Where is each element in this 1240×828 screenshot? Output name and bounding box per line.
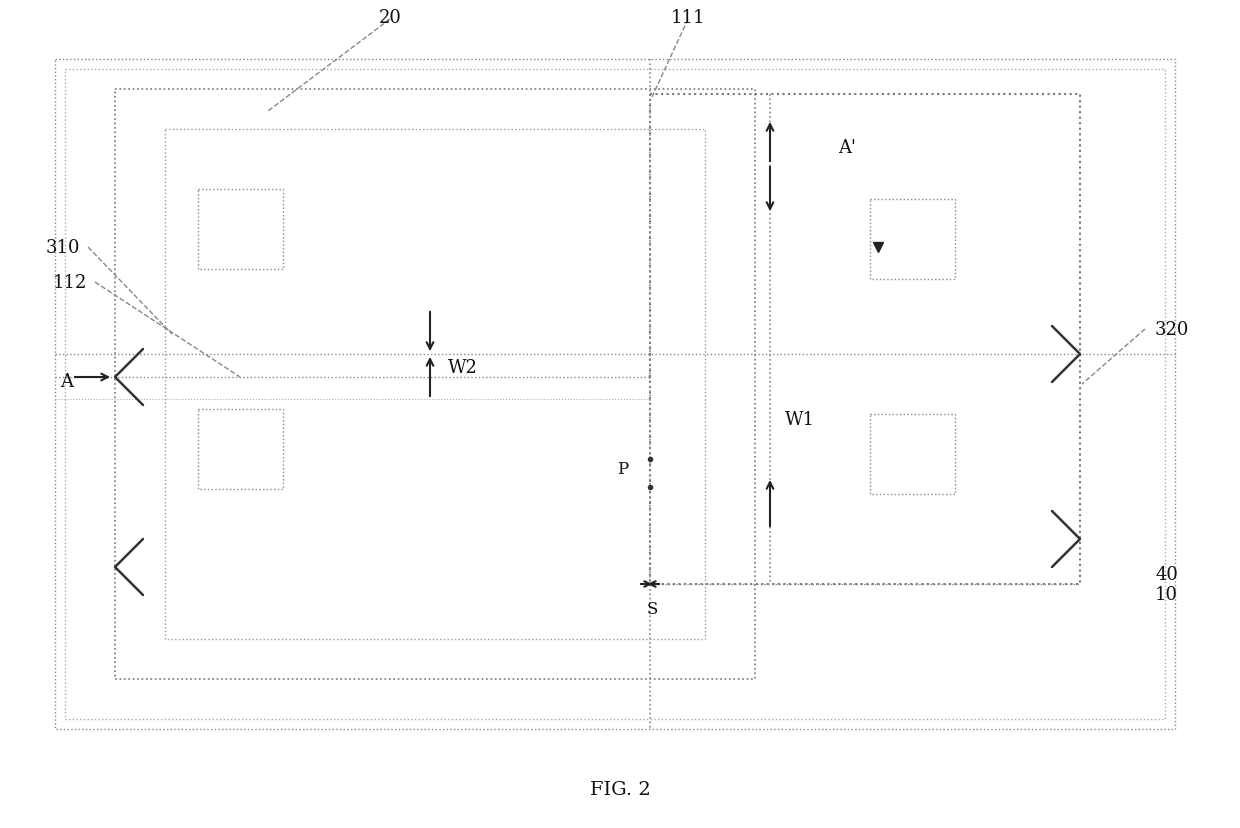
Bar [198, 190, 283, 270]
Text: 112: 112 [52, 274, 87, 291]
Bar [198, 410, 283, 489]
Bar [870, 415, 955, 494]
Text: P: P [616, 461, 627, 478]
Bar [650, 95, 1080, 585]
Text: 111: 111 [671, 9, 706, 27]
Text: 40: 40 [1154, 566, 1178, 583]
Bar [165, 130, 706, 639]
Text: 320: 320 [1154, 320, 1189, 339]
Text: 310: 310 [46, 238, 81, 257]
Bar [115, 90, 755, 679]
Text: W1: W1 [785, 411, 815, 428]
Text: 10: 10 [1154, 585, 1178, 604]
Text: S: S [646, 601, 657, 618]
Bar [870, 200, 955, 280]
Text: FIG. 2: FIG. 2 [590, 780, 650, 798]
Text: A': A' [838, 139, 856, 156]
Bar [55, 60, 1176, 729]
Text: 20: 20 [378, 9, 402, 27]
Text: A: A [60, 373, 73, 391]
Bar [64, 70, 1166, 720]
Text: W2: W2 [448, 359, 477, 377]
